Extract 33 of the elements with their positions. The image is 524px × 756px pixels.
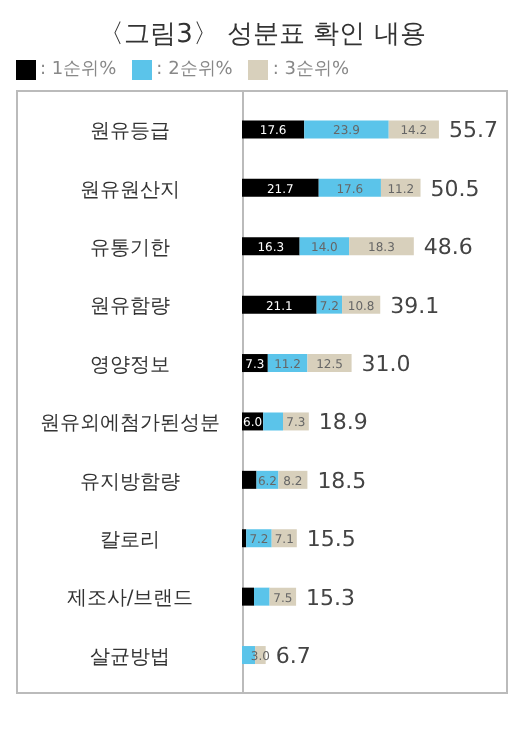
- bar: [242, 295, 317, 314]
- y-tick-label: 칼로리: [100, 530, 160, 552]
- bar: [242, 587, 255, 606]
- legend-label: : 1순위%: [38, 58, 117, 82]
- total-label: 55.7: [448, 117, 498, 144]
- bar: [304, 120, 389, 139]
- total-label: 31.0: [361, 351, 411, 378]
- y-tick-label: 제조사/브랜드: [66, 588, 194, 611]
- y-tick-label: 원유원산지: [80, 179, 180, 202]
- bar: [242, 120, 305, 139]
- legend-label: : 3순위%: [270, 58, 350, 82]
- y-tick-label: 원유함량: [90, 296, 170, 319]
- total-label: 50.5: [430, 175, 480, 202]
- total-label: 18.9: [318, 409, 368, 436]
- total-label: 6.7: [275, 643, 311, 670]
- bar: [349, 237, 414, 256]
- bar: [242, 470, 257, 489]
- total-label: 48.6: [423, 234, 473, 261]
- chart-title: 〈그림3〉 성분표 확인 내용: [96, 18, 428, 52]
- legend-label: : 2순위%: [154, 58, 233, 82]
- y-tick-label: 살균방법: [90, 646, 170, 669]
- y-tick-label: 영양정보: [90, 354, 170, 377]
- bar: [263, 412, 284, 431]
- y-tick-label: 유지방함량: [80, 471, 180, 494]
- y-tick-label: 원유등급: [90, 121, 170, 144]
- total-label: 18.5: [317, 467, 367, 494]
- total-label: 39.1: [390, 292, 440, 319]
- y-tick-label: 유통기한: [90, 238, 170, 260]
- bar: [242, 178, 319, 197]
- total-label: 15.3: [306, 584, 356, 611]
- bar: [254, 587, 270, 606]
- y-tick-label: 원유외에첨가된성분: [40, 413, 220, 436]
- total-label: 15.5: [306, 526, 356, 553]
